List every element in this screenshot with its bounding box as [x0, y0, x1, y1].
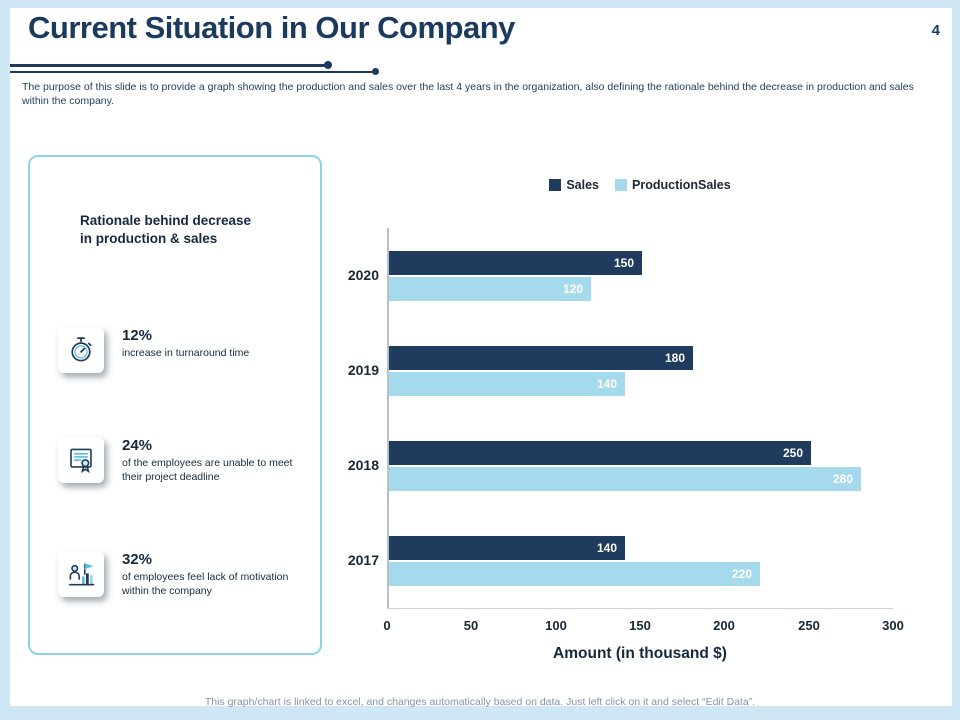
bar-value-label: 250	[782, 446, 803, 460]
bar-value-label: 150	[613, 256, 634, 270]
bar-value-label: 280	[832, 472, 853, 486]
y-axis-category: 2020	[347, 266, 379, 283]
bar-value-label: 120	[562, 282, 583, 296]
bar-value-label: 220	[731, 567, 752, 581]
y-axis-category: 2018	[347, 456, 379, 473]
chart-plot-area[interactable]: 2020 150 120 2019 180 140 2018 250 280 2017 140 220…	[348, 228, 904, 633]
rationale-item: 32% of employees feel lack of motivation …	[58, 551, 306, 598]
bar-sales-2020[interactable]: 150	[389, 251, 642, 275]
bar-sales-2017[interactable]: 140	[389, 536, 625, 560]
bar-productionsales-2019[interactable]: 140	[389, 372, 625, 396]
bar-value-label: 180	[664, 351, 685, 365]
rationale-item-percent: 12%	[122, 327, 153, 344]
y-axis-category: 2019	[347, 361, 379, 378]
rationale-item-description: increase in turnaround time	[122, 347, 250, 359]
rationale-item-text: 24% of the employees are unable to meet t…	[122, 437, 306, 484]
bar-sales-2018[interactable]: 250	[389, 441, 811, 465]
title-underline	[10, 64, 328, 67]
bar-chart[interactable]: Sales ProductionSales 2020 150 120 2019 180 14…	[340, 170, 940, 690]
bar-productionsales-2017[interactable]: 220	[389, 562, 760, 586]
bar-sales-2019[interactable]: 180	[389, 346, 693, 370]
motivation-icon	[58, 551, 104, 597]
y-axis-line	[387, 228, 389, 609]
legend-swatch	[549, 179, 562, 191]
x-axis-line	[387, 608, 893, 609]
x-axis-tick: 300	[882, 618, 904, 633]
rationale-heading: Rationale behind decrease in production …	[80, 213, 252, 246]
rationale-item: 12% increase in turnaround time	[58, 327, 306, 373]
rationale-item-description: of employees feel lack of motivation wit…	[122, 571, 289, 597]
legend-label: Sales	[566, 178, 600, 192]
chart-legend: Sales ProductionSales	[387, 178, 893, 192]
slide-description: The purpose of this slide is to provide …	[22, 81, 914, 108]
bar-productionsales-2018[interactable]: 280	[389, 467, 861, 491]
certificate-icon	[58, 437, 104, 483]
rationale-item: 24% of the employees are unable to meet t…	[58, 437, 306, 484]
bar-productionsales-2020[interactable]: 120	[389, 277, 591, 301]
title-underline-secondary	[10, 71, 376, 73]
legend-item-productionsales[interactable]: ProductionSales	[615, 178, 731, 192]
page-title: Current Situation in Our Company	[28, 10, 515, 45]
underline-dot	[324, 61, 332, 69]
slide-footer: This graph/chart is linked to excel, and…	[204, 696, 756, 708]
stopwatch-icon	[58, 327, 104, 373]
rationale-item-text: 12% increase in turnaround time	[122, 327, 249, 361]
underline-dot	[372, 68, 379, 75]
x-axis-tick: 100	[545, 618, 567, 633]
legend-label: ProductionSales	[632, 178, 731, 192]
bar-value-label: 140	[596, 541, 617, 555]
y-axis-category: 2017	[347, 551, 379, 568]
x-axis-tick: 0	[383, 618, 391, 633]
x-axis-tick: 50	[463, 618, 479, 633]
page-number: 4	[931, 22, 940, 39]
rationale-item-description: of the employees are unable to meet thei…	[122, 457, 293, 483]
rationale-panel: Rationale behind decrease in production …	[28, 155, 322, 655]
legend-item-sales[interactable]: Sales	[549, 178, 599, 192]
x-axis-tick: 250	[798, 618, 820, 633]
rationale-item-percent: 32%	[122, 551, 153, 568]
x-axis-tick: 150	[629, 618, 651, 633]
x-axis-tick: 200	[713, 618, 735, 633]
legend-swatch	[615, 179, 628, 191]
rationale-item-text: 32% of employees feel lack of motivation …	[122, 551, 306, 598]
x-axis-label: Amount (in thousand $)	[553, 645, 727, 662]
bar-value-label: 140	[596, 377, 617, 391]
rationale-item-percent: 24%	[122, 437, 153, 454]
